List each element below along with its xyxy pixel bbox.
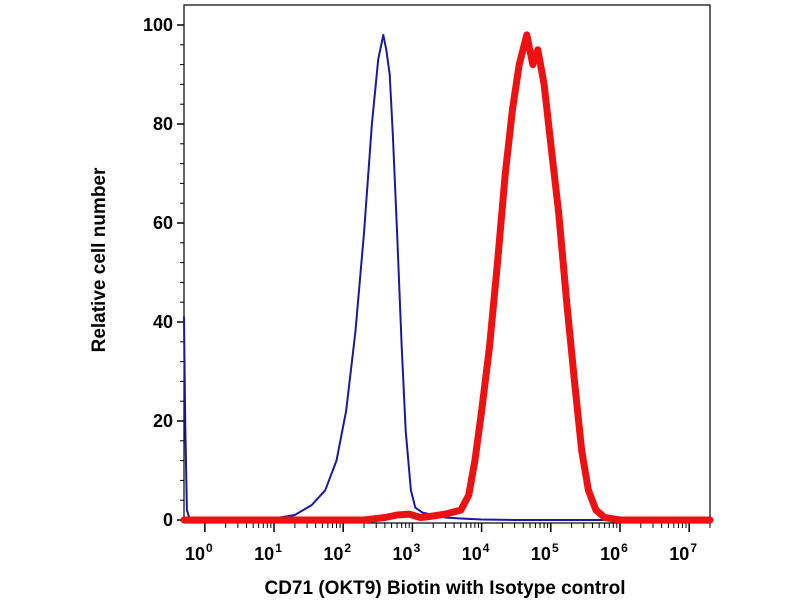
- x-tick-label: 107: [669, 541, 697, 564]
- y-tick-label: 40: [153, 312, 173, 332]
- y-axis-title: Relative cell number: [89, 167, 110, 352]
- x-tick-label: 104: [462, 541, 490, 564]
- series-layer: [180, 31, 714, 524]
- x-tick-label: 102: [323, 541, 351, 564]
- x-tick-label: 103: [393, 541, 421, 564]
- plot-border: [183, 4, 711, 524]
- y-tick-label: 20: [153, 411, 173, 431]
- x-tick-label: 101: [254, 541, 282, 564]
- series-line-2: [180, 31, 714, 524]
- y-tick-label: 60: [153, 213, 173, 233]
- x-axis: 100 101 102 103 104 105 106 107: [185, 523, 711, 564]
- x-tick-label: 106: [600, 541, 628, 564]
- x-tick-label: 105: [531, 541, 559, 564]
- y-tick-label: 0: [163, 510, 173, 530]
- y-axis: 0 20 40 60 80 100: [143, 15, 184, 530]
- y-tick-label: 100: [143, 15, 173, 35]
- y-tick-label: 80: [153, 114, 173, 134]
- x-axis-title: CD71 (OKT9) Biotin with Isotype control: [264, 578, 625, 599]
- series-line-1: [183, 33, 711, 521]
- x-tick-label: 100: [185, 541, 213, 564]
- plot-frame: [183, 4, 711, 524]
